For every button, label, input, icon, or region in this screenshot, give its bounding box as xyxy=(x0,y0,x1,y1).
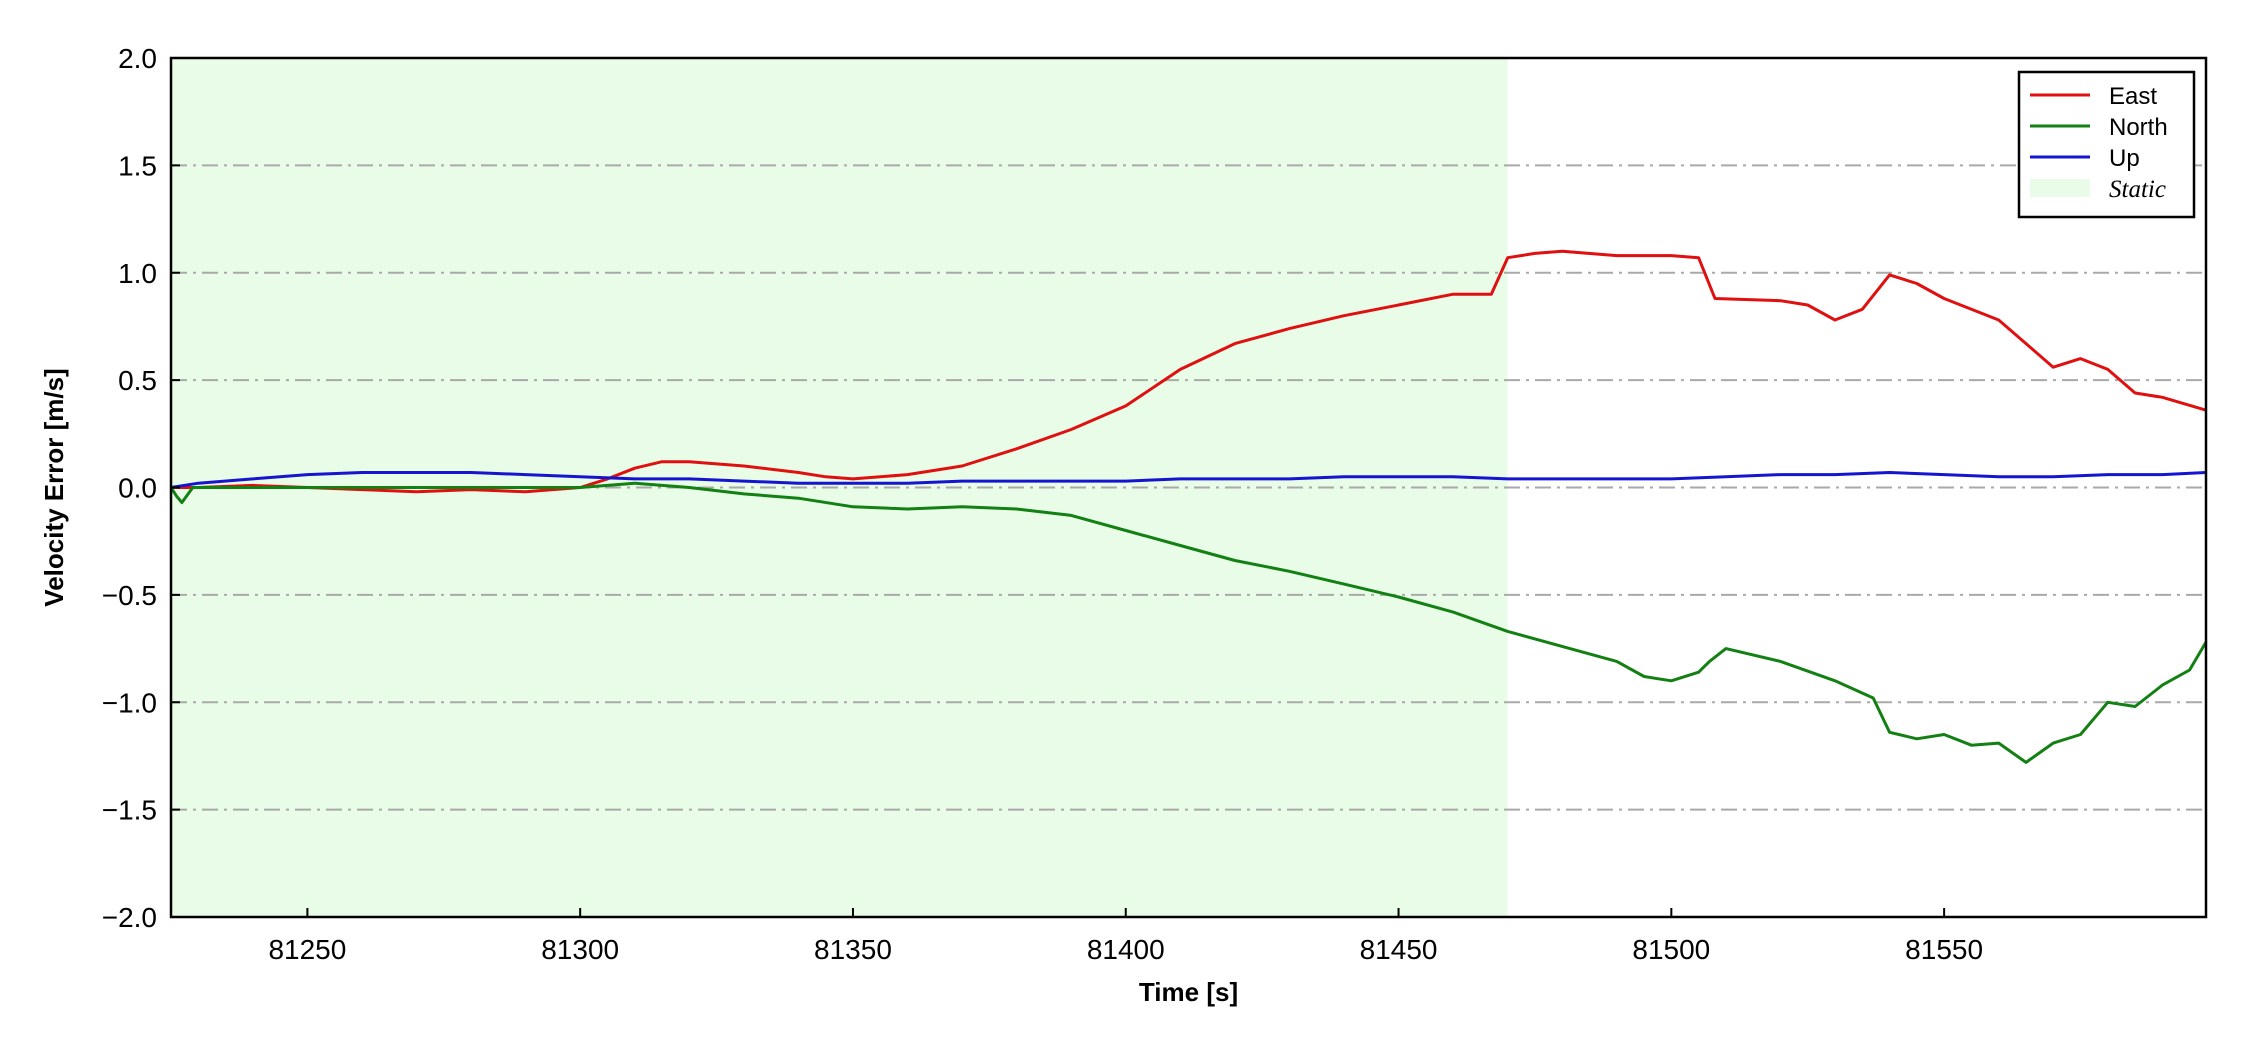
legend-label-static: Static xyxy=(2109,176,2166,203)
x-tick-label: 81300 xyxy=(541,934,619,965)
x-tick-label: 81550 xyxy=(1905,934,1983,965)
legend-label-up: Up xyxy=(2109,145,2140,172)
series-line-east xyxy=(171,249,2207,494)
legend-swatch-static xyxy=(2030,179,2090,197)
y-tick-label: −1.5 xyxy=(102,795,157,826)
x-axis-title: Time [s] xyxy=(1139,977,1238,1007)
y-tick-label: −2.0 xyxy=(102,902,157,933)
y-tick-label: 1.5 xyxy=(118,150,157,181)
legend: East North Up Static xyxy=(2017,70,2196,219)
x-tick-label: 81450 xyxy=(1360,934,1438,965)
y-tick-label: 1.0 xyxy=(118,258,157,289)
series-layer xyxy=(169,249,2208,764)
y-tick-label: −1.0 xyxy=(102,687,157,718)
x-tick-label: 81350 xyxy=(814,934,892,965)
y-tick-label: 0.5 xyxy=(118,365,157,396)
y-tick-label: 2.0 xyxy=(118,43,157,74)
series-line-up xyxy=(170,471,2207,489)
x-tick-label: 81400 xyxy=(1087,934,1165,965)
y-axis-title: Velocity Error [m/s] xyxy=(39,368,69,606)
axis-ticks: 81250 81300 81350 81400 81450 81500 81550 −2.0 −… xyxy=(102,43,1983,965)
x-tick-label: 81500 xyxy=(1632,934,1710,965)
legend-label-east: East xyxy=(2109,83,2157,110)
legend-label-north: North xyxy=(2109,114,2168,141)
x-tick-label: 81250 xyxy=(268,934,346,965)
series-line-north xyxy=(169,481,2208,764)
y-tick-label: −0.5 xyxy=(102,580,157,611)
y-tick-label: 0.0 xyxy=(118,473,157,504)
